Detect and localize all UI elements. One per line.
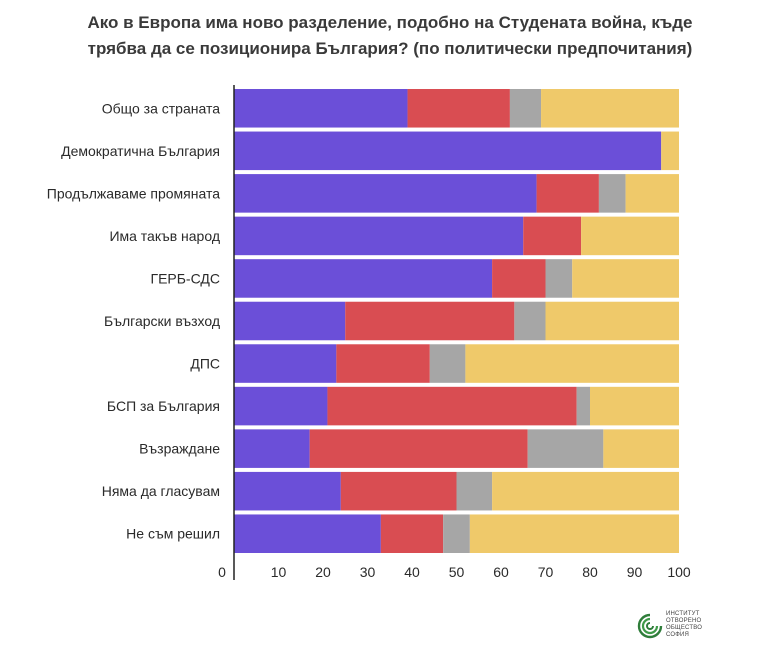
bar-segment — [443, 514, 470, 553]
x-tick-label: 30 — [360, 564, 376, 580]
bar-segment — [336, 344, 430, 383]
bar-segment — [234, 174, 537, 213]
bar-segment — [465, 344, 679, 383]
bar-segment — [234, 514, 381, 553]
x-tick-label: 60 — [493, 564, 509, 580]
bar-segment — [234, 131, 662, 171]
logo-text: ИНСТИТУТ ОТВОРЕНО ОБЩЕСТВО СОФИЯ — [666, 611, 702, 639]
category-label: Няма да гласувам — [102, 483, 220, 499]
x-tick-label: 50 — [449, 564, 465, 580]
bar-segment — [576, 386, 590, 426]
bar-segment — [603, 429, 679, 468]
logo-text-line: ОТВОРЕНО — [666, 618, 702, 624]
category-label: Възраждане — [139, 441, 220, 457]
bar-segment — [234, 344, 337, 383]
category-label: Продължаваме промяната — [47, 185, 220, 201]
x-tick-label: 40 — [404, 564, 420, 580]
bar-segment — [234, 216, 524, 256]
bar-segment — [340, 471, 457, 511]
bar-segment — [509, 89, 542, 128]
bar-segment — [234, 89, 408, 128]
x-tick-label: 20 — [315, 564, 331, 580]
bar-segment — [536, 174, 599, 213]
bar-segment — [514, 301, 546, 341]
bar-segment — [407, 89, 510, 128]
bar-segment — [345, 301, 515, 341]
bar-segment — [625, 174, 679, 213]
chart-title-line-1: Ако в Европа има ново разделение, подобн… — [87, 13, 693, 32]
bar-segment — [234, 301, 346, 341]
bar-segment — [456, 471, 493, 511]
category-label: Има такъв народ — [109, 228, 220, 244]
bar-segment — [545, 301, 679, 341]
bar-segment — [598, 174, 626, 213]
x-tick-label: 10 — [271, 564, 287, 580]
bar-segment — [327, 386, 577, 426]
bar-segment — [234, 259, 493, 298]
x-tick-label: 90 — [627, 564, 643, 580]
bar-segment — [492, 259, 546, 298]
bar-segment — [309, 429, 528, 468]
bar-segment — [234, 386, 328, 426]
institute-logo: ИНСТИТУТ ОТВОРЕНО ОБЩЕСТВО СОФИЯ — [636, 608, 708, 648]
bar-segment — [541, 89, 679, 128]
bar-segment — [234, 471, 341, 511]
chart-title: Ако в Европа има ново разделение, подобн… — [70, 10, 710, 62]
category-label: Демократична България — [61, 143, 220, 159]
bar-segment — [492, 471, 679, 511]
bar-segment — [469, 514, 679, 553]
bar-segment — [523, 216, 582, 256]
category-label: Не съм решил — [126, 526, 220, 542]
logo-text-line: ОБЩЕСТВО — [666, 625, 703, 631]
category-label: Общо за страната — [102, 100, 220, 116]
bar-segment — [429, 344, 466, 383]
chart-title-line-2: трябва да се позиционира България? (по п… — [87, 39, 693, 58]
bar-segment — [661, 131, 679, 171]
x-tick-label: 70 — [538, 564, 554, 580]
category-label: ГЕРБ-СДС — [150, 270, 220, 286]
bar-segment — [581, 216, 679, 256]
logo-text-line: СОФИЯ — [666, 632, 690, 638]
category-label: ДПС — [190, 356, 220, 372]
bar-segment — [380, 514, 444, 553]
bar-segment — [545, 259, 573, 298]
x-tick-label: 80 — [582, 564, 598, 580]
spiral-logo-icon — [637, 612, 663, 639]
bar-segment — [572, 259, 679, 298]
logo-text-line: ИНСТИТУТ — [666, 611, 700, 617]
bar-segment — [527, 429, 604, 468]
bar-segment — [234, 429, 310, 468]
category-label: БСП за България — [107, 398, 220, 414]
bar-segment — [590, 386, 679, 426]
category-label: Български възход — [104, 313, 220, 329]
x-tick-label: 100 — [667, 564, 691, 580]
x-tick-label: 0 — [218, 564, 226, 580]
